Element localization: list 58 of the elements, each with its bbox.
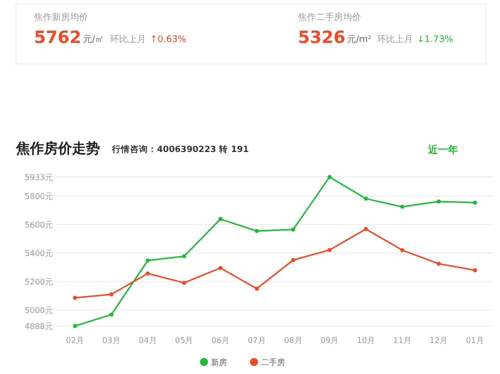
x-tick-label: 05月 bbox=[174, 336, 194, 345]
x-tick-label: 12月 bbox=[430, 336, 448, 345]
point bbox=[291, 227, 296, 232]
point bbox=[436, 262, 441, 266]
text: 焦作新房均价 bbox=[34, 12, 88, 23]
text: ↑0.63% bbox=[150, 35, 187, 45]
point bbox=[364, 227, 368, 232]
legend-label: 二手房 bbox=[261, 358, 285, 367]
text: ↓1.73% bbox=[417, 35, 454, 45]
point bbox=[218, 266, 222, 270]
point bbox=[473, 268, 477, 272]
point bbox=[218, 217, 222, 222]
text: 近一年 bbox=[427, 144, 458, 156]
point bbox=[146, 258, 150, 263]
y-tick-label: 5000元 bbox=[24, 306, 53, 315]
text: 5762 bbox=[34, 28, 82, 48]
x-tick-label: 01月 bbox=[466, 336, 484, 345]
text: 环比上月 bbox=[377, 34, 413, 45]
legend-label: 新房 bbox=[211, 358, 227, 367]
point bbox=[109, 292, 114, 296]
x-tick-label: 09月 bbox=[320, 336, 339, 345]
point bbox=[328, 248, 332, 252]
point bbox=[436, 200, 441, 204]
x-tick-label: 08月 bbox=[284, 336, 302, 345]
text: 元/㎡ bbox=[83, 34, 104, 45]
point bbox=[109, 312, 114, 317]
x-tick-label: 04月 bbox=[138, 336, 157, 345]
point bbox=[400, 204, 404, 209]
x-tick-label: 02月 bbox=[66, 336, 84, 345]
chart-subtitle: 行情咨询：4006390223 转 191 bbox=[111, 144, 249, 155]
point bbox=[182, 254, 186, 258]
text: 5326 bbox=[298, 28, 346, 48]
x-tick-label: 06月 bbox=[211, 336, 230, 345]
chart-title: 焦作房价走势 bbox=[15, 140, 100, 157]
point bbox=[400, 248, 404, 252]
point bbox=[254, 286, 259, 291]
point bbox=[328, 175, 332, 179]
point bbox=[473, 200, 477, 205]
x-tick-label: 07月 bbox=[248, 336, 266, 345]
point bbox=[254, 229, 259, 234]
y-tick-label: 5600元 bbox=[24, 220, 53, 230]
y-tick-label: 4888元 bbox=[24, 322, 53, 331]
point bbox=[182, 280, 186, 285]
y-tick-label: 5800元 bbox=[24, 192, 53, 201]
text: 焦作二手房均价 bbox=[298, 12, 361, 23]
text: 元/m² bbox=[347, 34, 372, 45]
point bbox=[291, 258, 296, 262]
point bbox=[73, 324, 77, 328]
y-tick-label: 5400元 bbox=[24, 248, 53, 258]
point bbox=[146, 272, 150, 276]
x-tick-label: 11月 bbox=[393, 336, 412, 345]
y-tick-label: 5200元 bbox=[24, 277, 53, 286]
text: 环比上月 bbox=[110, 34, 146, 45]
y-tick-label: 5933元 bbox=[24, 172, 53, 182]
point bbox=[364, 196, 368, 201]
x-tick-label: 10月 bbox=[356, 336, 376, 345]
point bbox=[73, 296, 77, 300]
x-tick-label: 03月 bbox=[102, 336, 120, 345]
